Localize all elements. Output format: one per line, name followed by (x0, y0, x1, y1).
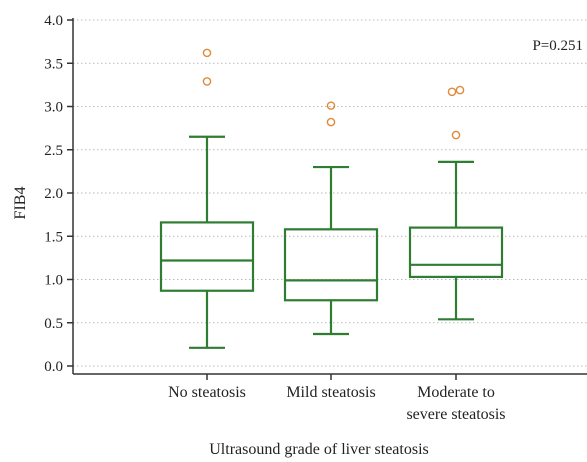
y-tick-label: 0.0 (44, 359, 63, 375)
outlier-point (455, 85, 465, 95)
y-tick-label: 4.0 (44, 13, 63, 29)
labels: 0.0 0.5 1.0 1.5 2.0 2.5 3.0 3.5 4.0 No steatosis M… (44, 13, 505, 423)
y-tick-label: 3.0 (44, 100, 63, 116)
y-tick-label: 1.5 (44, 229, 63, 245)
outlier-point (326, 101, 336, 110)
boxes (159, 48, 504, 349)
iqr-box (159, 221, 255, 292)
p-value-annotation: P=0.251 (532, 38, 583, 54)
outlier-point (326, 117, 336, 127)
x-category-label: No steatosis (168, 384, 246, 401)
box-1 (159, 48, 255, 349)
x-category-label: Moderate to (417, 384, 495, 401)
y-tick-label: 3.5 (44, 56, 63, 72)
outlier-point (202, 77, 212, 86)
x-category-label: severe steatosis (406, 406, 505, 423)
y-tick-label: 0.5 (44, 316, 63, 332)
iqr-box (408, 226, 504, 279)
x-axis-title: Ultrasound grade of liver steatosis (209, 441, 429, 458)
outlier-point (451, 130, 461, 140)
y-tick-label: 2.0 (44, 186, 63, 202)
y-tick-label: 1.0 (44, 273, 63, 289)
iqr-box (283, 228, 379, 302)
box-2 (283, 101, 379, 336)
x-category-label: Mild steatosis (286, 384, 375, 401)
box-3 (408, 85, 504, 321)
y-axis-title: FIB4 (12, 187, 29, 220)
axes (67, 18, 587, 380)
y-tick-label: 2.5 (44, 143, 63, 159)
outlier-point (202, 48, 212, 58)
outlier-point (447, 87, 457, 97)
